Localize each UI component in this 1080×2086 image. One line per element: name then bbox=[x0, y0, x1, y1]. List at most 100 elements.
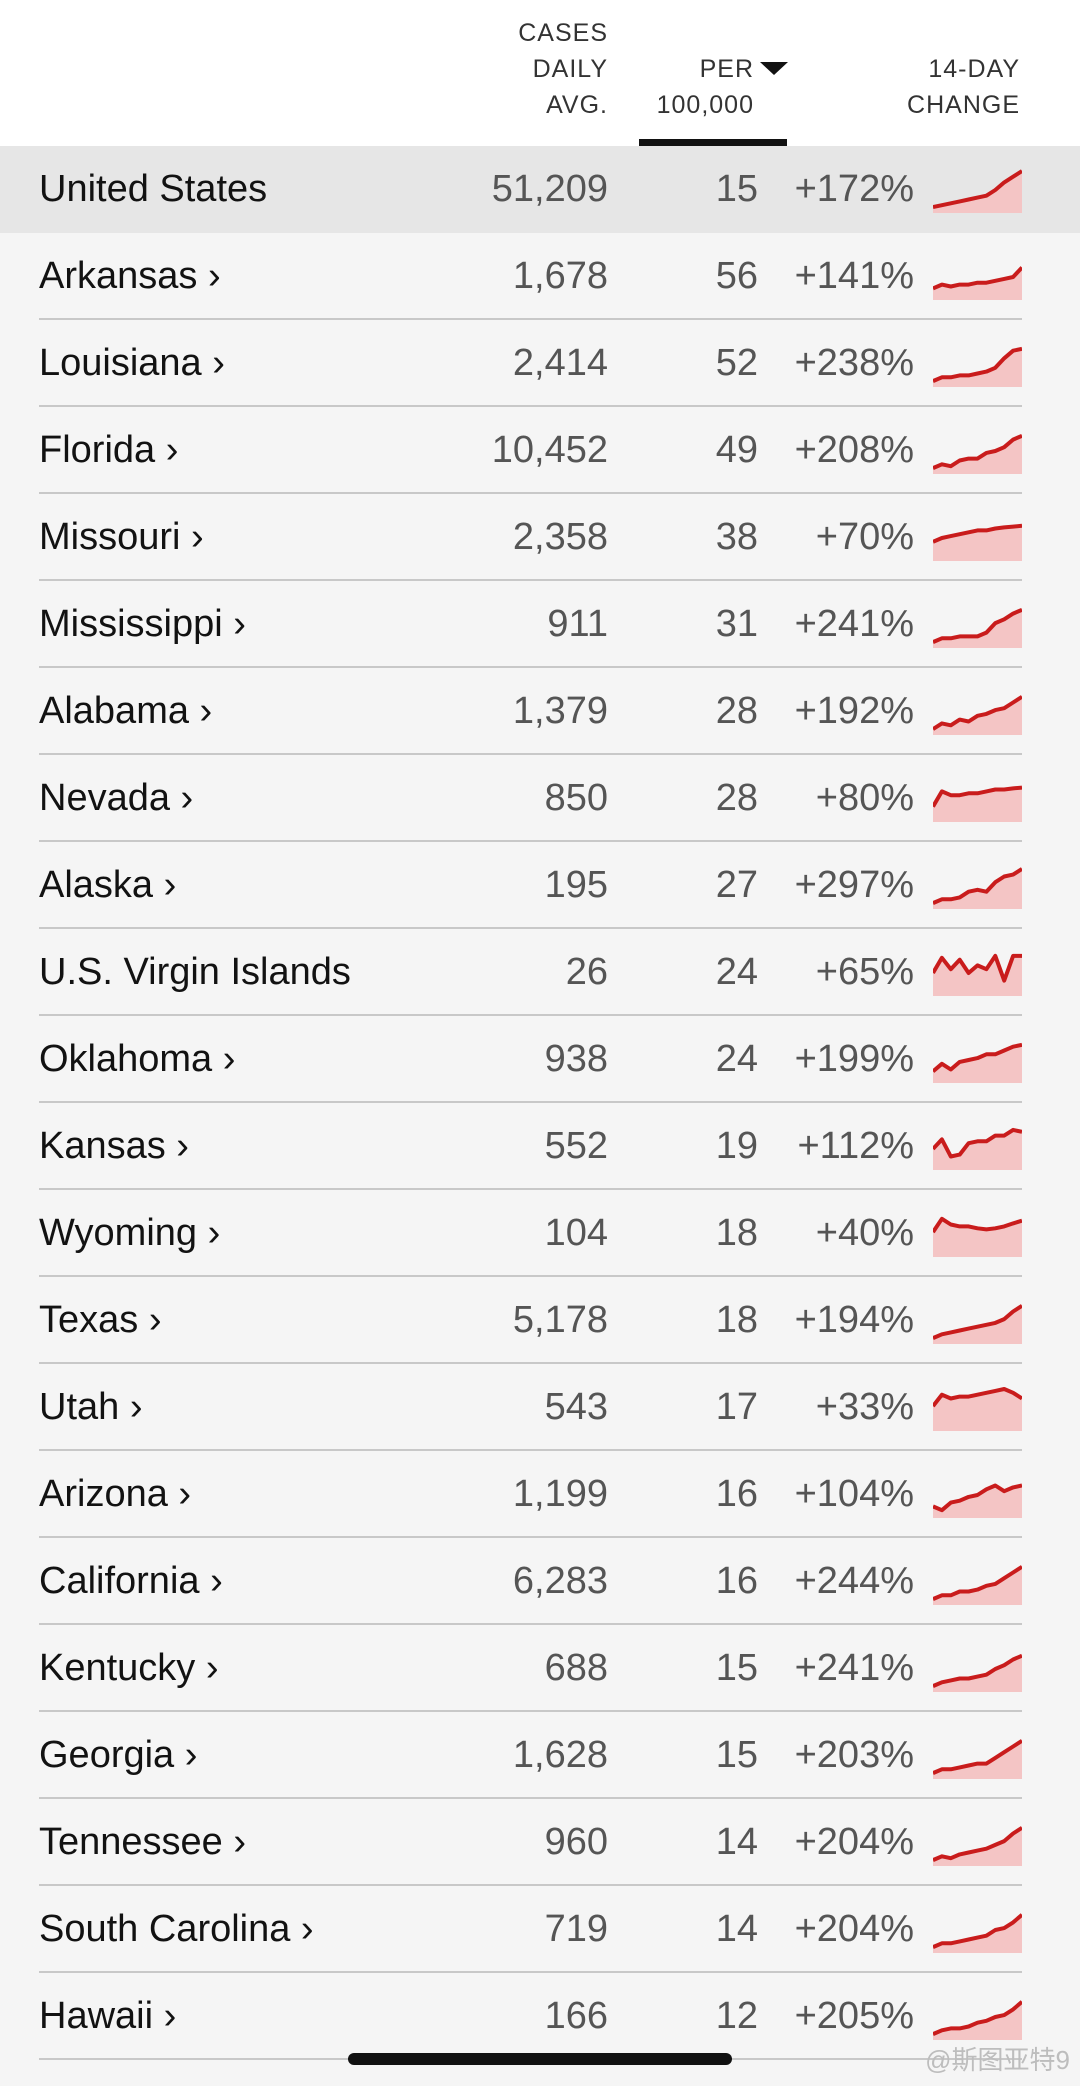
row-divider bbox=[39, 1275, 1022, 1277]
location-name: Oklahoma › bbox=[39, 1038, 236, 1080]
table-row[interactable]: Wyoming › 104 18 +40% bbox=[0, 1190, 1080, 1277]
cases-daily-avg-value: 195 bbox=[544, 864, 608, 906]
table-row[interactable]: Georgia › 1,628 15 +203% bbox=[0, 1712, 1080, 1799]
header-line: DAILY bbox=[532, 55, 608, 83]
header-line: CASES bbox=[518, 19, 608, 47]
trend-sparkline bbox=[933, 1042, 1022, 1083]
row-divider bbox=[39, 492, 1022, 494]
trend-sparkline bbox=[933, 1387, 1022, 1431]
row-divider bbox=[39, 840, 1022, 842]
table-row[interactable]: Kentucky › 688 15 +241% bbox=[0, 1625, 1080, 1712]
location-name: Mississippi › bbox=[39, 603, 246, 645]
row-divider bbox=[39, 1449, 1022, 1451]
change-14-day-value: +192% bbox=[794, 690, 914, 732]
sparkline-area bbox=[933, 1827, 1022, 1866]
location-name: U.S. Virgin Islands bbox=[39, 951, 351, 993]
cases-daily-avg-value: 51,209 bbox=[491, 168, 608, 210]
table-row[interactable]: Kansas › 552 19 +112% bbox=[0, 1103, 1080, 1190]
14-day-change-header[interactable]: 14-DAY CHANGE bbox=[907, 51, 1020, 123]
table-row[interactable]: Oklahoma › 938 24 +199% bbox=[0, 1016, 1080, 1103]
sparkline-line bbox=[933, 785, 1022, 808]
location-name: Alaska › bbox=[39, 864, 177, 906]
change-14-day-value: +70% bbox=[815, 516, 914, 558]
location-name: Arkansas › bbox=[39, 255, 221, 297]
sparkline-line bbox=[933, 523, 1022, 544]
location-name: Georgia › bbox=[39, 1734, 198, 1776]
row-divider bbox=[39, 1623, 1022, 1625]
sparkline-line bbox=[933, 867, 1022, 905]
row-divider bbox=[39, 318, 1022, 320]
table-row[interactable]: Missouri › 2,358 38 +70% bbox=[0, 494, 1080, 581]
per-100000-value: 17 bbox=[715, 1386, 758, 1428]
per-100000-value: 18 bbox=[715, 1212, 758, 1254]
table-row[interactable]: Mississippi › 911 31 +241% bbox=[0, 581, 1080, 668]
cases-daily-avg-value: 166 bbox=[544, 1995, 608, 2037]
location-name: Arizona › bbox=[39, 1473, 192, 1515]
table-row[interactable]: Utah › 543 17 +33% bbox=[0, 1364, 1080, 1451]
sparkline-line bbox=[933, 1304, 1022, 1340]
row-divider bbox=[39, 753, 1022, 755]
location-name: Texas › bbox=[39, 1299, 162, 1341]
trend-sparkline bbox=[933, 1216, 1022, 1257]
cases-daily-avg-value: 2,414 bbox=[512, 342, 608, 384]
table-row[interactable]: Arizona › 1,199 16 +104% bbox=[0, 1451, 1080, 1538]
row-divider bbox=[39, 1797, 1022, 1799]
change-14-day-value: +141% bbox=[794, 255, 914, 297]
row-divider bbox=[39, 1014, 1022, 1016]
table-row[interactable]: Alaska › 195 27 +297% bbox=[0, 842, 1080, 929]
change-14-day-value: +203% bbox=[794, 1734, 914, 1776]
table-row[interactable]: U.S. Virgin Islands 26 24 +65% bbox=[0, 929, 1080, 1016]
per-100000-value: 15 bbox=[715, 1734, 758, 1776]
per-100000-value: 14 bbox=[715, 1821, 758, 1863]
sparkline-line bbox=[933, 1042, 1022, 1073]
change-14-day-value: +199% bbox=[794, 1038, 914, 1080]
table-row[interactable]: Alabama › 1,379 28 +192% bbox=[0, 668, 1080, 755]
header-line: AVG. bbox=[546, 91, 608, 119]
trend-sparkline bbox=[933, 1739, 1022, 1779]
per-100000-value: 28 bbox=[715, 777, 758, 819]
cases-daily-avg-value: 6,283 bbox=[512, 1560, 608, 1602]
change-14-day-value: +33% bbox=[815, 1386, 914, 1428]
table-header: CASES DAILY AVG. PER 100,000 14-DAY CHAN… bbox=[0, 0, 1080, 146]
table-row[interactable]: Louisiana › 2,414 52 +238% bbox=[0, 320, 1080, 407]
per-100000-value: 16 bbox=[715, 1473, 758, 1515]
trend-sparkline bbox=[933, 867, 1022, 909]
table-row[interactable]: Hawaii › 166 12 +205% bbox=[0, 1973, 1080, 2060]
sparkline-area bbox=[933, 1740, 1022, 1779]
home-indicator[interactable] bbox=[348, 2053, 732, 2065]
sparkline-line bbox=[933, 346, 1022, 383]
sparkline-area bbox=[933, 2001, 1022, 2040]
sparkline-area bbox=[933, 1655, 1022, 1692]
table-row[interactable]: Florida › 10,452 49 +208% bbox=[0, 407, 1080, 494]
table-row[interactable]: Tennessee › 960 14 +204% bbox=[0, 1799, 1080, 1886]
location-name: Utah › bbox=[39, 1386, 143, 1428]
change-14-day-value: +208% bbox=[794, 429, 914, 471]
per-100000-value: 14 bbox=[715, 1908, 758, 1950]
cases-daily-avg-value: 543 bbox=[544, 1386, 608, 1428]
per-100000-header[interactable]: PER 100,000 bbox=[657, 51, 788, 123]
table-row[interactable]: Texas › 5,178 18 +194% bbox=[0, 1277, 1080, 1364]
cases-daily-avg-value: 719 bbox=[544, 1908, 608, 1950]
row-divider bbox=[39, 579, 1022, 581]
header-line: 14-DAY bbox=[928, 55, 1020, 83]
cases-daily-avg-value: 911 bbox=[547, 603, 608, 645]
table-row[interactable]: Arkansas › 1,678 56 +141% bbox=[0, 233, 1080, 320]
location-name: Kansas › bbox=[39, 1125, 189, 1167]
table-row[interactable]: California › 6,283 16 +244% bbox=[0, 1538, 1080, 1625]
table-row[interactable]: Nevada › 850 28 +80% bbox=[0, 755, 1080, 842]
watermark: @斯图亚特9 bbox=[925, 2045, 1070, 2075]
sparkline-area bbox=[933, 1566, 1022, 1605]
trend-sparkline bbox=[933, 1127, 1022, 1170]
per-100000-value: 27 bbox=[715, 864, 758, 906]
sparkline-line bbox=[933, 169, 1022, 210]
change-14-day-value: +194% bbox=[794, 1299, 914, 1341]
cases-daily-avg-value: 1,379 bbox=[512, 690, 608, 732]
per-100000-value: 38 bbox=[715, 516, 758, 558]
cases-daily-avg-header[interactable]: CASES DAILY AVG. bbox=[518, 15, 608, 123]
sparkline-line bbox=[933, 1826, 1022, 1862]
table-row[interactable]: South Carolina › 719 14 +204% bbox=[0, 1886, 1080, 1973]
cases-daily-avg-value: 2,358 bbox=[512, 516, 608, 558]
change-14-day-value: +80% bbox=[815, 777, 914, 819]
per-100000-value: 18 bbox=[715, 1299, 758, 1341]
trend-sparkline bbox=[933, 346, 1022, 387]
